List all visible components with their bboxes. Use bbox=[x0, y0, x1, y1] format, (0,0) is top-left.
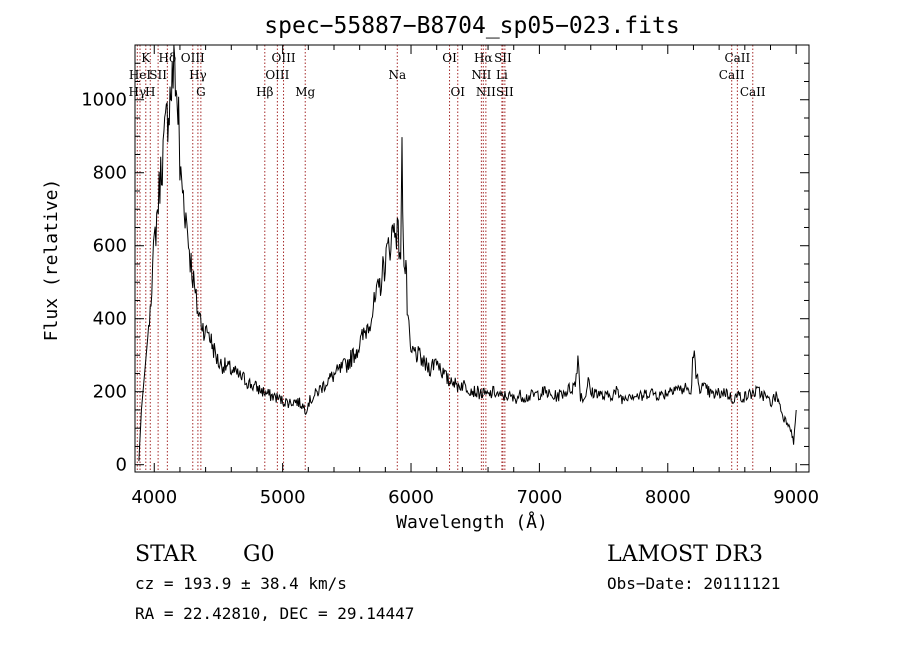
x-tick-label: 7000 bbox=[516, 487, 562, 508]
y-tick-label: 400 bbox=[93, 309, 127, 330]
y-tick-label: 800 bbox=[93, 163, 127, 184]
y-tick-label: 200 bbox=[93, 382, 127, 403]
line-label: Hγ bbox=[189, 68, 207, 82]
spectrum-series bbox=[138, 44, 797, 462]
obs-date-text: Obs−Date: 20111121 bbox=[607, 574, 780, 593]
x-tick-label: 6000 bbox=[388, 487, 434, 508]
line-label: SII bbox=[494, 51, 512, 65]
x-axis-label: Wavelength (Å) bbox=[396, 511, 548, 533]
line-label: SII bbox=[496, 85, 514, 99]
line-label: H bbox=[145, 85, 155, 99]
line-label: NII bbox=[471, 68, 491, 82]
line-label: NII bbox=[476, 85, 496, 99]
x-tick-label: 5000 bbox=[260, 487, 306, 508]
y-axis-label: Flux (relative) bbox=[41, 179, 62, 342]
line-label: Mg bbox=[295, 85, 315, 99]
line-label: CaII bbox=[740, 85, 766, 99]
y-tick-label: 600 bbox=[93, 236, 127, 257]
x-axis-ticks: 4000 5000 6000 7000 8000 9000 bbox=[131, 45, 819, 508]
x-tick-label: 4000 bbox=[131, 487, 177, 508]
line-label: OIII bbox=[181, 51, 205, 65]
spectral-line-markers bbox=[136, 45, 754, 472]
x-tick-label: 9000 bbox=[773, 487, 819, 508]
line-label: K bbox=[141, 51, 151, 65]
redshift-text: cz = 193.9 ± 38.4 km/s bbox=[135, 574, 347, 593]
line-label: Hα bbox=[474, 51, 493, 65]
line-label: Hγ bbox=[128, 85, 146, 99]
line-label: OI bbox=[442, 51, 457, 65]
survey-label: LAMOST DR3 bbox=[607, 542, 763, 567]
x-tick-label: 8000 bbox=[645, 487, 691, 508]
line-label: G bbox=[196, 85, 206, 99]
coordinates-text: RA = 22.42810, DEC = 29.14447 bbox=[135, 604, 414, 623]
line-label: Na bbox=[388, 68, 406, 82]
y-axis-ticks: 0 200 400 600 800 1000 bbox=[81, 62, 809, 476]
class-label: STAR bbox=[135, 542, 197, 567]
line-label: OIII bbox=[272, 51, 296, 65]
line-label: OIII bbox=[265, 68, 289, 82]
line-label: Hβ bbox=[256, 85, 273, 99]
y-tick-label: 1000 bbox=[81, 90, 127, 111]
line-label: CaII bbox=[719, 68, 745, 82]
line-label: SII bbox=[149, 68, 167, 82]
plot-frame bbox=[134, 44, 810, 473]
line-label: OI bbox=[450, 85, 465, 99]
chart-title: spec−55887−B8704_sp05−023.fits bbox=[264, 13, 679, 39]
line-label: CaII bbox=[724, 51, 750, 65]
line-label: HeI bbox=[129, 68, 152, 82]
y-tick-label: 0 bbox=[116, 455, 127, 476]
subclass-label: G0 bbox=[243, 542, 275, 567]
line-label: Li bbox=[496, 68, 508, 82]
